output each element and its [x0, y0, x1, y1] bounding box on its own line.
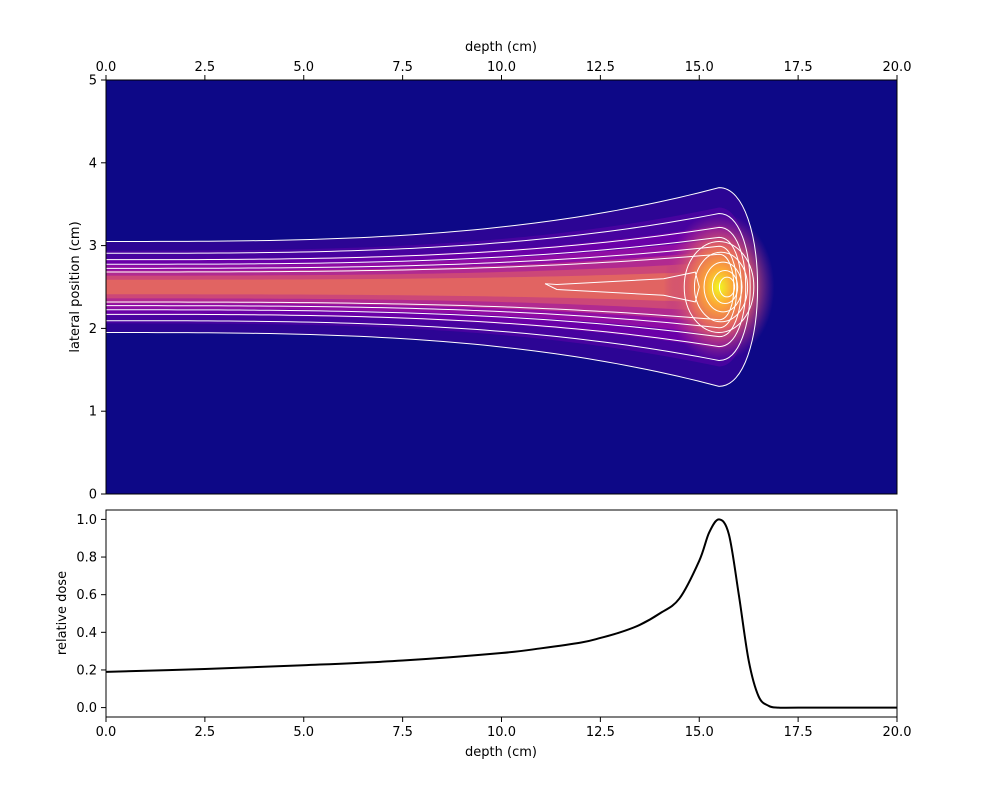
line-y-ticks: 0.0 0.2 0.4 0.6 0.8 1.0 [76, 513, 106, 716]
line-x-tick-label: 20.0 [883, 725, 912, 740]
heatmap-x-tick-label: 12.5 [586, 60, 615, 75]
heatmap-y-tick-label: 5 [89, 74, 97, 89]
line-y-tick-label: 0.0 [76, 701, 97, 716]
contour-peak-loop [683, 240, 755, 334]
line-x-ticks: 0.0 2.5 5.0 7.5 10.0 12.5 15.0 17.5 20.0 [96, 717, 912, 740]
contour-lines [106, 187, 759, 387]
contour-peak-loop [711, 269, 739, 305]
heatmap-x-tick-label: 2.5 [195, 60, 216, 75]
contour-peak-loop [703, 261, 743, 313]
heatmap-x-tick-label: 7.5 [392, 60, 413, 75]
heatmap-x-tick-label: 5.0 [293, 60, 314, 75]
heatmap-x-tick-label: 17.5 [784, 60, 813, 75]
contour-line [106, 226, 747, 348]
heatmap-x-axis-label: depth (cm) [465, 40, 537, 55]
line-x-tick-label: 10.0 [487, 725, 516, 740]
line-y-axis-label: relative dose [55, 571, 70, 655]
line-x-tick-label: 0.0 [96, 725, 117, 740]
heatmap-panel: 0.0 2.5 5.0 7.5 10.0 12.5 15.0 17.5 20.0 012345 … [68, 40, 911, 503]
line-y-tick-label: 0.4 [76, 626, 97, 641]
dose-curve [105, 518, 897, 709]
heatmap-x-tick-label: 10.0 [487, 60, 516, 75]
heatmap-y-axis-label: lateral position (cm) [68, 221, 83, 352]
line-x-tick-label: 15.0 [685, 725, 714, 740]
heatmap-y-tick-label: 3 [89, 239, 97, 254]
line-x-tick-label: 2.5 [195, 725, 216, 740]
line-x-tick-label: 17.5 [784, 725, 813, 740]
line-x-tick-label: 12.5 [586, 725, 615, 740]
heatmap-y-tick-label: 4 [89, 156, 97, 171]
line-x-tick-label: 5.0 [293, 725, 314, 740]
heatmap-y-tick-label: 2 [89, 322, 97, 337]
heatmap-x-tick-label: 20.0 [883, 60, 912, 75]
line-x-axis-label: depth (cm) [465, 745, 537, 760]
contour-peak-loop [718, 276, 736, 298]
line-y-tick-label: 0.8 [76, 551, 97, 566]
heatmap-x-tick-label: 0.0 [96, 60, 117, 75]
contour-line [106, 245, 738, 329]
line-panel: 0.0 2.5 5.0 7.5 10.0 12.5 15.0 17.5 20.0 0.00.20… [55, 509, 912, 760]
line-y-tick-label: 0.6 [76, 588, 97, 603]
line-y-tick-label: 0.2 [76, 663, 97, 678]
heatmap-y-tick-label: 0 [89, 488, 97, 503]
contour-line [106, 187, 759, 387]
heatmap-band [106, 271, 730, 303]
line-plot-area [106, 510, 897, 717]
heatmap-x-tick-label: 15.0 [685, 60, 714, 75]
heatmap-y-ticks: 0 1 2 3 4 5 [89, 74, 106, 503]
line-x-tick-label: 7.5 [392, 725, 413, 740]
contour-central-wedge [544, 271, 700, 303]
contour-line [106, 212, 751, 362]
line-y-tick-label: 1.0 [76, 513, 97, 528]
contour-peak-loop [693, 251, 749, 323]
heatmap-x-ticks: 0.0 2.5 5.0 7.5 10.0 12.5 15.0 17.5 20.0 [96, 60, 912, 80]
heatmap-y-tick-label: 1 [89, 405, 97, 420]
